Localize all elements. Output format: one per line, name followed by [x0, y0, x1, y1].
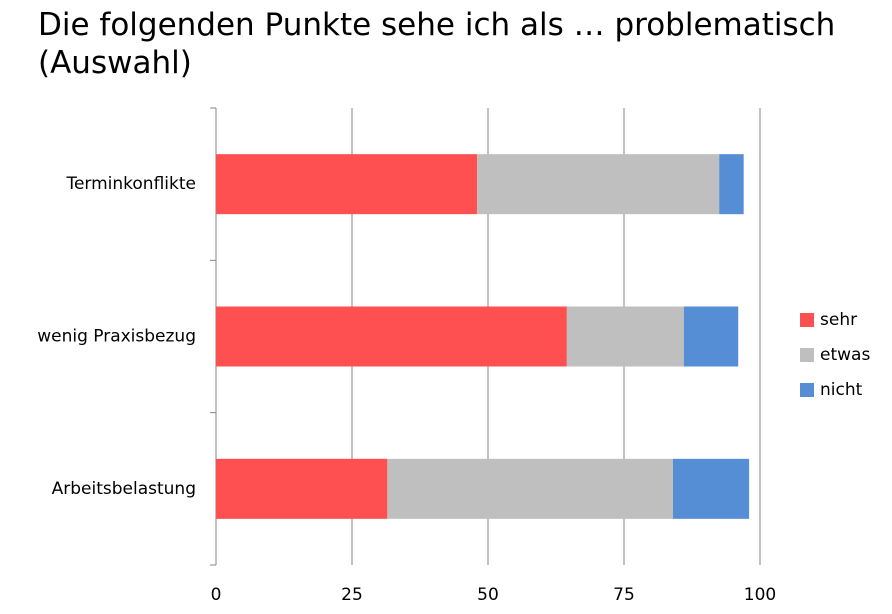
legend-swatch [800, 348, 814, 362]
legend-swatch [800, 313, 814, 327]
x-tick-label: 100 [744, 585, 776, 605]
bar-segment [566, 306, 684, 367]
y-tick-label: Arbeitsbelastung [52, 479, 196, 499]
chart-title: Die folgenden Punkte sehe ich als … prob… [38, 7, 836, 81]
bar-segment [719, 154, 744, 215]
y-tick-label: wenig Praxisbezug [37, 327, 196, 347]
bar-segment [672, 458, 750, 519]
bar-segment [216, 306, 567, 367]
legend-label: sehr [820, 310, 857, 330]
x-tick-label: 0 [211, 585, 222, 605]
x-tick-label: 50 [477, 585, 499, 605]
bar-segment [216, 458, 388, 519]
bar-segment [477, 154, 720, 215]
x-tick-label: 75 [613, 585, 635, 605]
bar-segment [216, 154, 478, 215]
legend-label: etwas [820, 345, 870, 365]
y-tick-label: Terminkonflikte [65, 174, 196, 194]
x-tick-label: 25 [341, 585, 363, 605]
legend-label: nicht [820, 380, 863, 400]
legend-swatch [800, 383, 814, 397]
bar-segment [683, 306, 739, 367]
bar-segment [387, 458, 673, 519]
